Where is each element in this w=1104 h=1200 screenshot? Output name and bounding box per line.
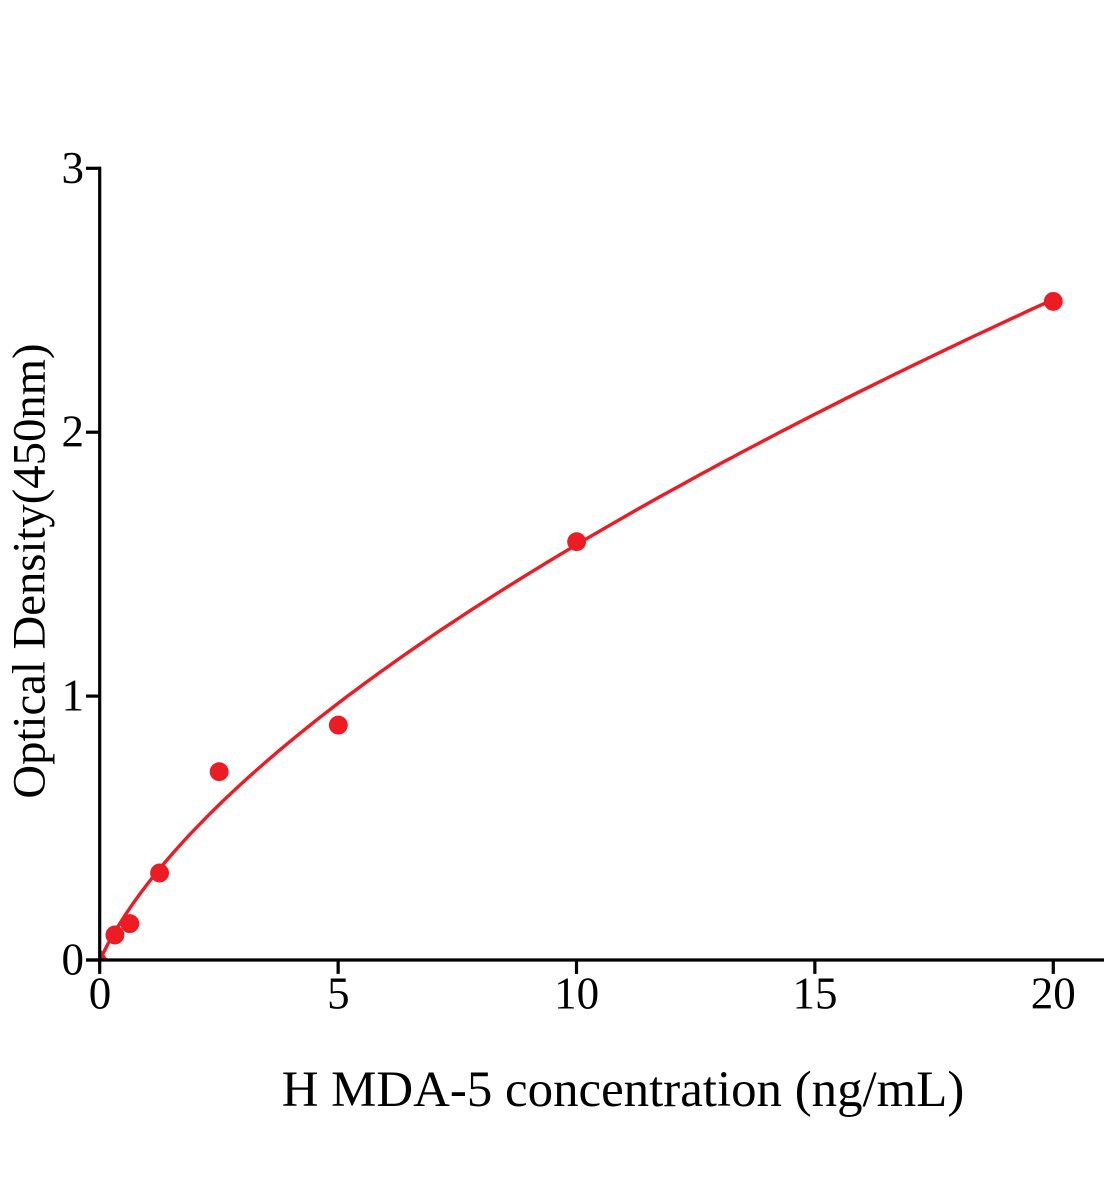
svg-text:1: 1 <box>62 671 85 721</box>
svg-text:0: 0 <box>62 935 85 985</box>
svg-text:20: 20 <box>1031 969 1076 1019</box>
svg-text:Optical Density(450nm): Optical Density(450nm) <box>4 343 56 798</box>
svg-text:10: 10 <box>554 969 599 1019</box>
svg-text:H MDA-5 concentration (ng/mL): H MDA-5 concentration (ng/mL) <box>282 1062 965 1118</box>
svg-text:2: 2 <box>62 407 85 457</box>
svg-text:3: 3 <box>62 143 85 193</box>
svg-text:5: 5 <box>327 969 350 1019</box>
svg-text:15: 15 <box>792 969 837 1019</box>
svg-text:0: 0 <box>89 969 112 1019</box>
